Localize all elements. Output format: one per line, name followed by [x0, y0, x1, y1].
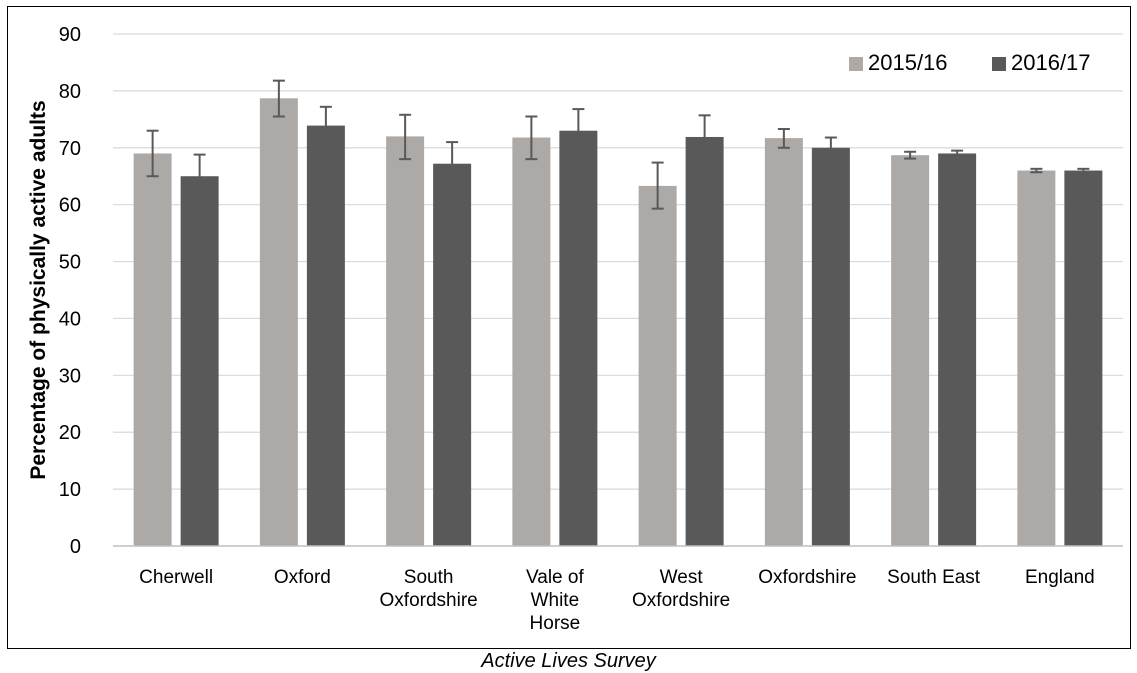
bar-2015-16	[891, 155, 930, 546]
x-tick-label: Vale of	[526, 567, 584, 588]
y-tick-label: 40	[59, 308, 81, 330]
chart-frame: 0 10 20 30 40 50 60 70 80 90 Cherwell Oxford South Ox…	[7, 6, 1131, 649]
bar-2015-16	[764, 138, 803, 546]
x-tick-label: Oxfordshire	[632, 590, 730, 611]
y-tick-label: 20	[59, 422, 81, 444]
y-tick-label: 10	[59, 479, 81, 501]
y-tick-label: 80	[59, 81, 81, 103]
legend-label: 2015/16	[868, 50, 948, 75]
legend-label: 2016/17	[1011, 50, 1091, 75]
bar-2015-16	[638, 185, 677, 547]
x-tick-label: England	[1025, 567, 1095, 588]
bar-2016-17	[1064, 170, 1103, 547]
y-tick-label: 30	[59, 365, 81, 387]
bar-2016-17	[559, 130, 598, 546]
bar-2015-16	[386, 136, 425, 546]
bar-2016-17	[685, 136, 724, 547]
bar-2015-16	[512, 137, 551, 546]
x-tick-label: Oxford	[274, 567, 331, 588]
x-tick-label: South East	[887, 567, 981, 588]
x-tick-label: Horse	[530, 613, 581, 634]
x-tick-label: West	[660, 567, 704, 588]
x-tick-label: South	[404, 567, 454, 588]
x-tick-label: Oxfordshire	[380, 590, 478, 611]
legend-swatch	[992, 57, 1006, 71]
x-tick-label: White	[531, 590, 580, 611]
y-axis-title: Percentage of physically active adults	[27, 100, 50, 479]
x-tick-label: Cherwell	[139, 567, 213, 588]
bar-2015-16	[259, 98, 298, 546]
bar-2016-17	[180, 176, 219, 546]
legend-swatch	[849, 57, 863, 71]
bar-2016-17	[433, 163, 472, 546]
bar-2016-17	[306, 125, 345, 546]
bar-2015-16	[1017, 170, 1056, 547]
y-tick-label: 0	[70, 536, 81, 558]
bar-2016-17	[938, 153, 977, 546]
chart-caption: Active Lives Survey	[481, 650, 656, 672]
y-tick-label: 70	[59, 138, 81, 160]
bar-2015-16	[133, 153, 172, 546]
y-tick-label: 90	[59, 24, 81, 46]
bar-2016-17	[811, 147, 850, 546]
y-tick-label: 50	[59, 252, 81, 274]
x-tick-label: Oxfordshire	[758, 567, 856, 588]
y-tick-label: 60	[59, 195, 81, 217]
